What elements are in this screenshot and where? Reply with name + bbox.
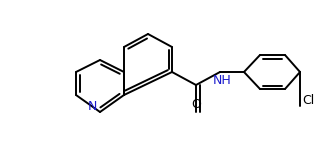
Text: O: O	[191, 98, 201, 111]
Text: N: N	[87, 101, 97, 114]
Text: Cl: Cl	[302, 93, 314, 106]
Text: NH: NH	[213, 74, 231, 87]
